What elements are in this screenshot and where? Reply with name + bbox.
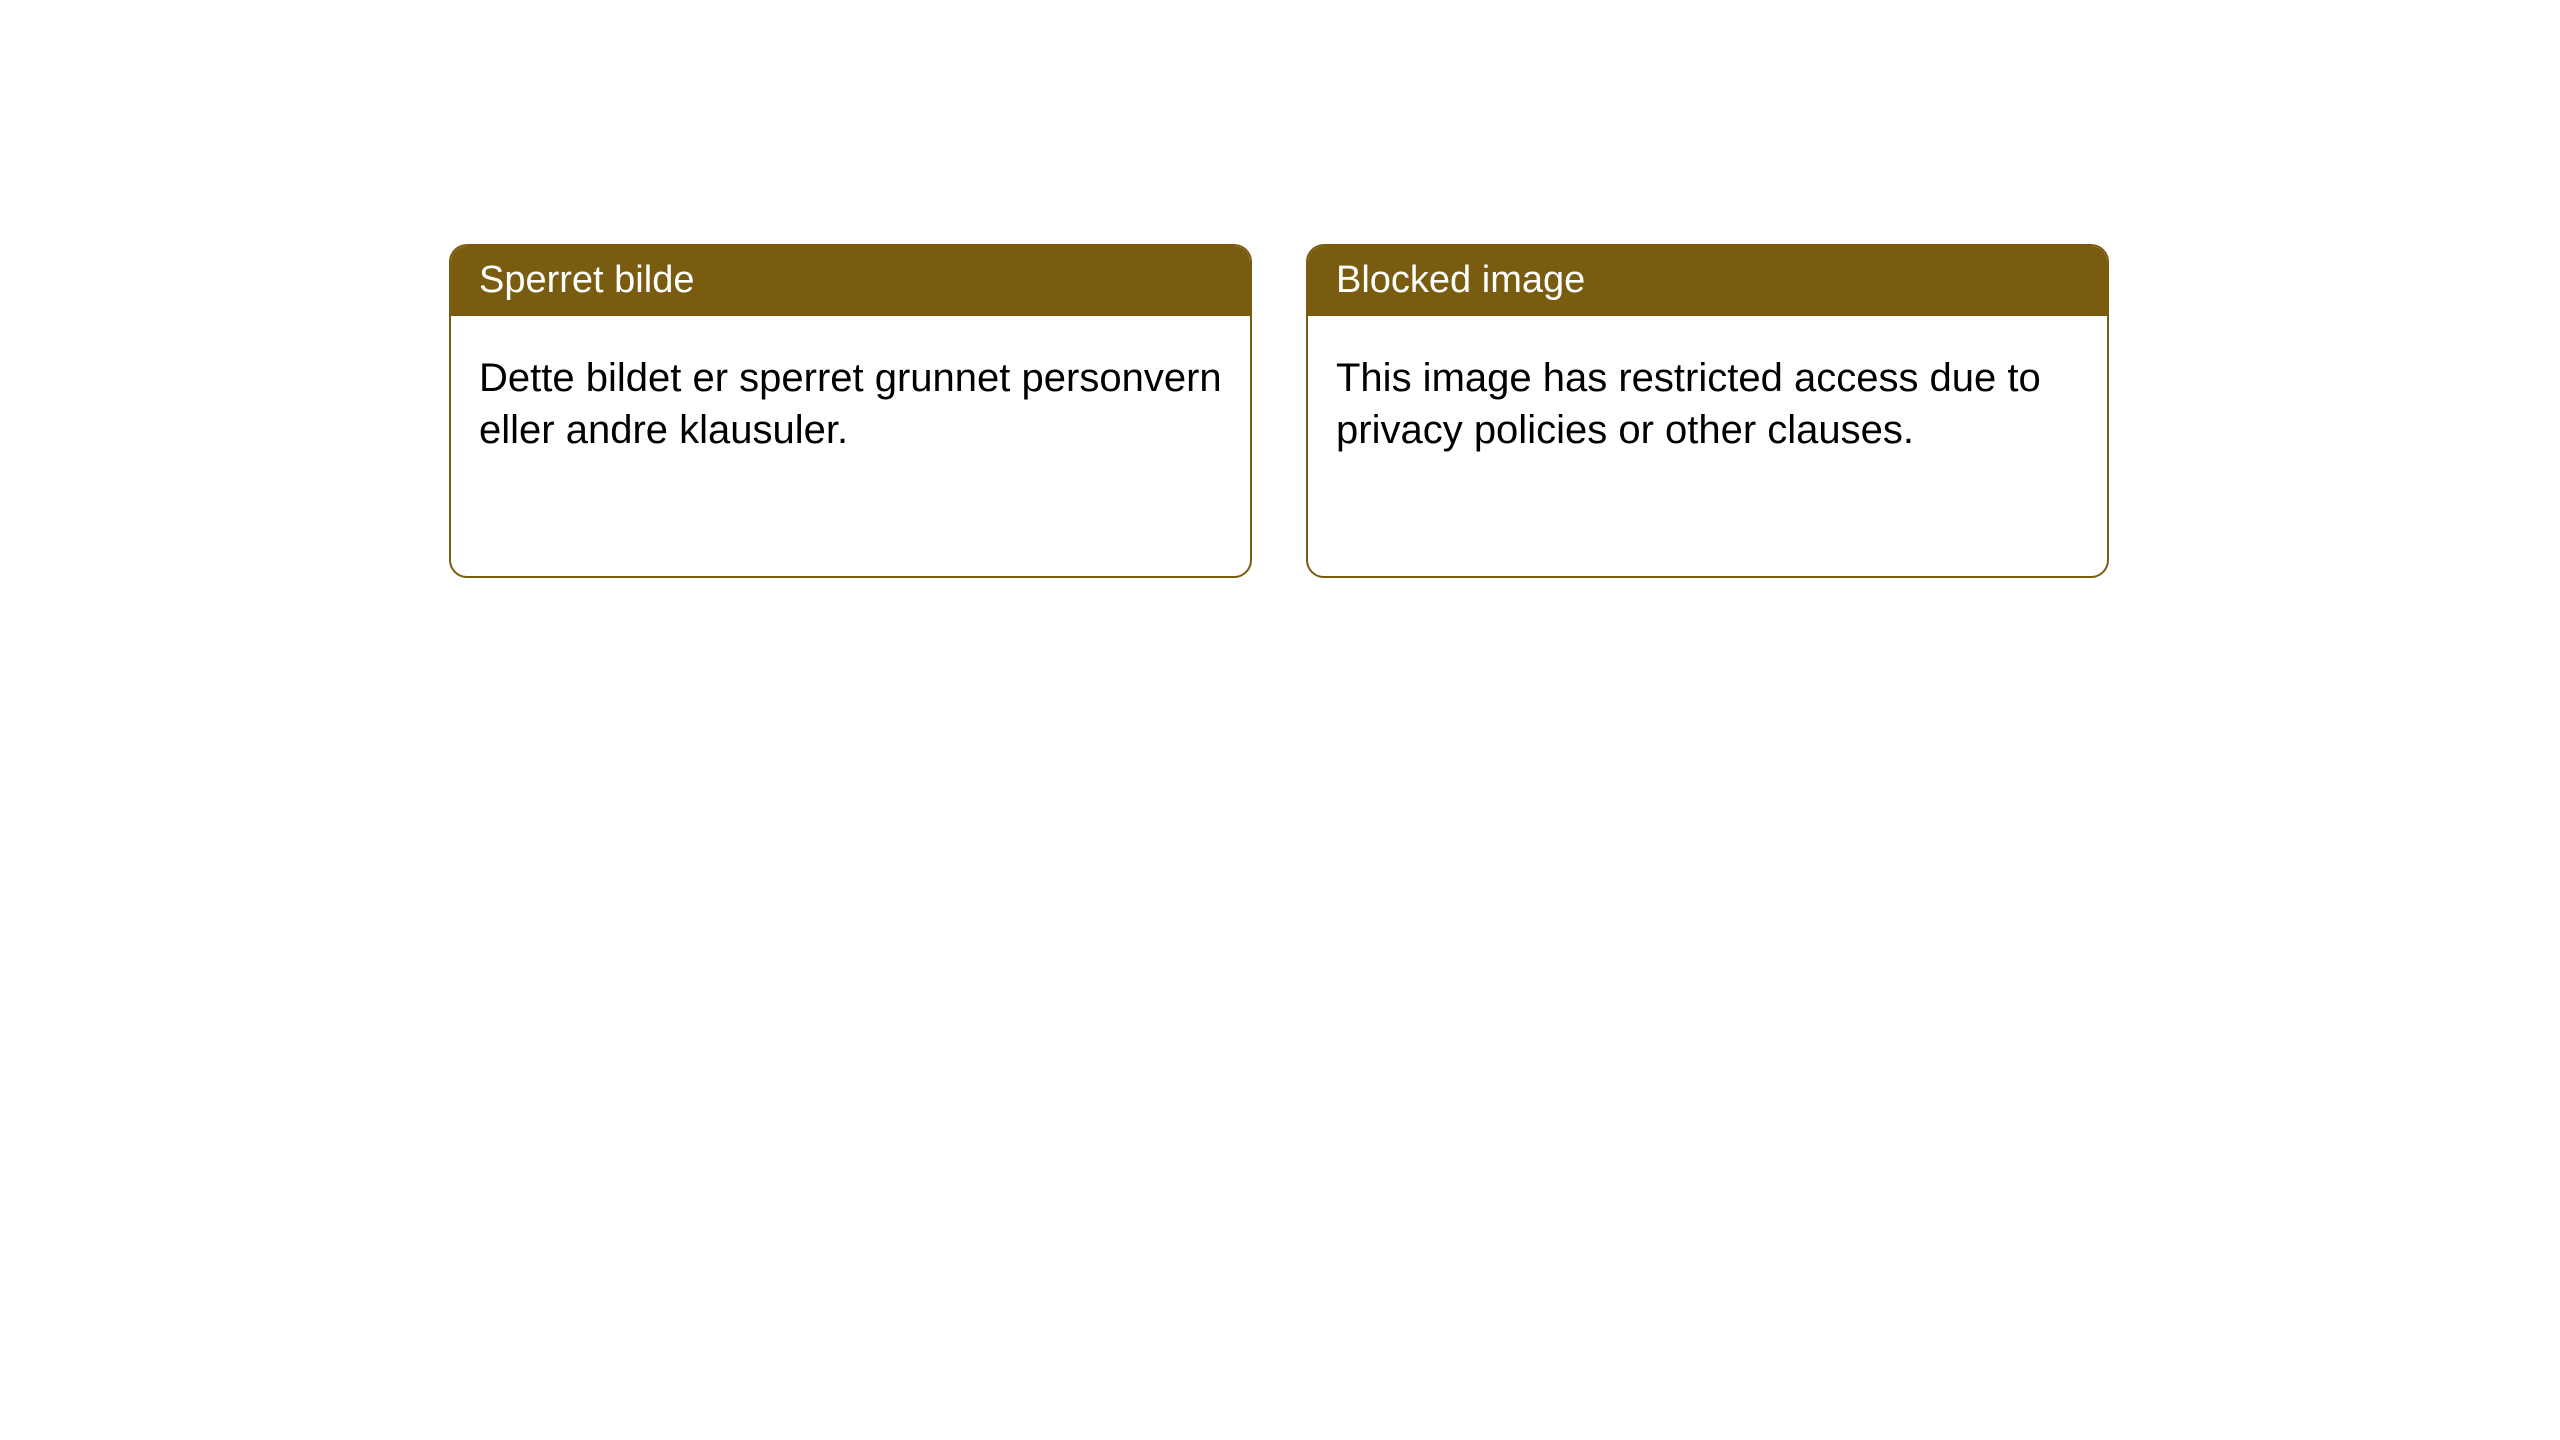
card-title: Sperret bilde — [479, 259, 694, 301]
card-body-text: This image has restricted access due to … — [1336, 356, 2041, 452]
card-body-text: Dette bildet er sperret grunnet personve… — [479, 356, 1222, 452]
notice-container: Sperret bilde Dette bildet er sperret gr… — [449, 244, 2109, 578]
card-body: Dette bildet er sperret grunnet personve… — [451, 316, 1250, 492]
notice-card-english: Blocked image This image has restricted … — [1306, 244, 2109, 578]
notice-card-norwegian: Sperret bilde Dette bildet er sperret gr… — [449, 244, 1252, 578]
card-header: Blocked image — [1308, 246, 2107, 316]
card-header: Sperret bilde — [451, 246, 1250, 316]
card-body: This image has restricted access due to … — [1308, 316, 2107, 492]
card-title: Blocked image — [1336, 259, 1585, 301]
